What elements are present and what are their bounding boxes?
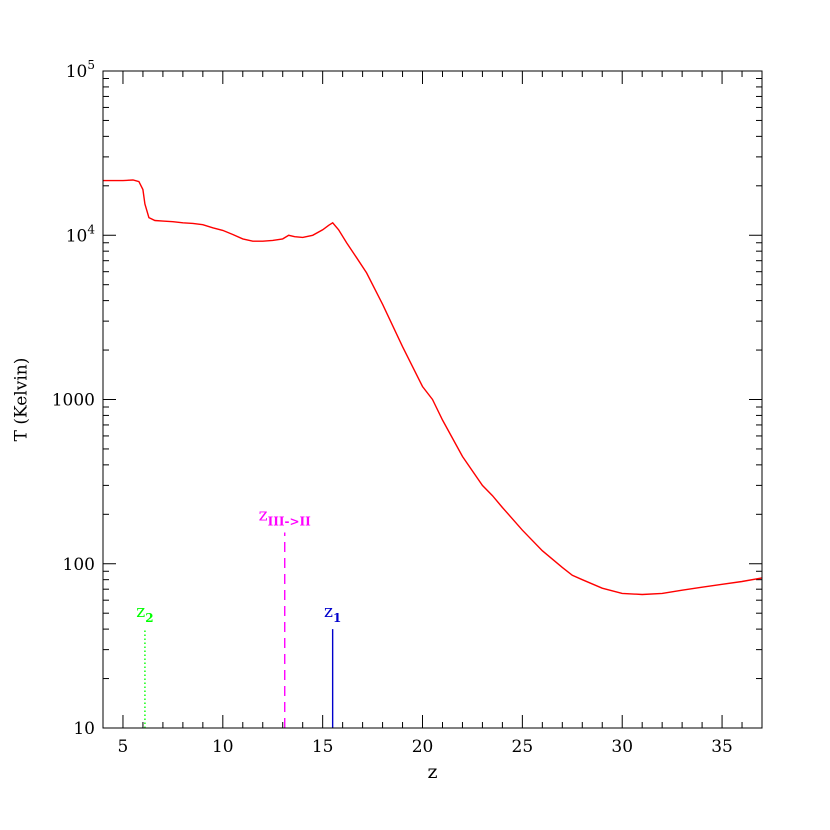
marker-label: z1 [324, 602, 341, 625]
y-tick-label: 100 [63, 555, 95, 575]
marker-label: zIII->II [259, 505, 311, 528]
y-tick-label: 104 [66, 222, 96, 246]
x-tick-label: 15 [312, 737, 334, 757]
y-axis-label: T (Kelvin) [12, 358, 32, 442]
series-layer [103, 179, 763, 596]
axis-ticks [102, 71, 763, 729]
marker-label: z2 [136, 602, 153, 625]
y-tick-label: 1000 [52, 391, 95, 411]
x-tick-label: 35 [711, 737, 733, 757]
x-tick-label: 30 [611, 737, 633, 757]
plot-frame [102, 70, 763, 729]
x-axis-label: z [427, 761, 437, 783]
x-tick-label: 5 [118, 737, 129, 757]
x-tick-label: 10 [212, 737, 234, 757]
y-tick-label: 10 [73, 719, 95, 739]
tick-labels: 5 10 15 20 25 30 35 10 100 1000 104 105 [52, 58, 733, 757]
x-tick-label: 20 [412, 737, 434, 757]
y-tick-label: 105 [66, 58, 95, 82]
x-tick-label: 25 [512, 737, 534, 757]
markers-layer: z2 zIII->II z1 [136, 505, 341, 728]
series-line [103, 179, 763, 596]
